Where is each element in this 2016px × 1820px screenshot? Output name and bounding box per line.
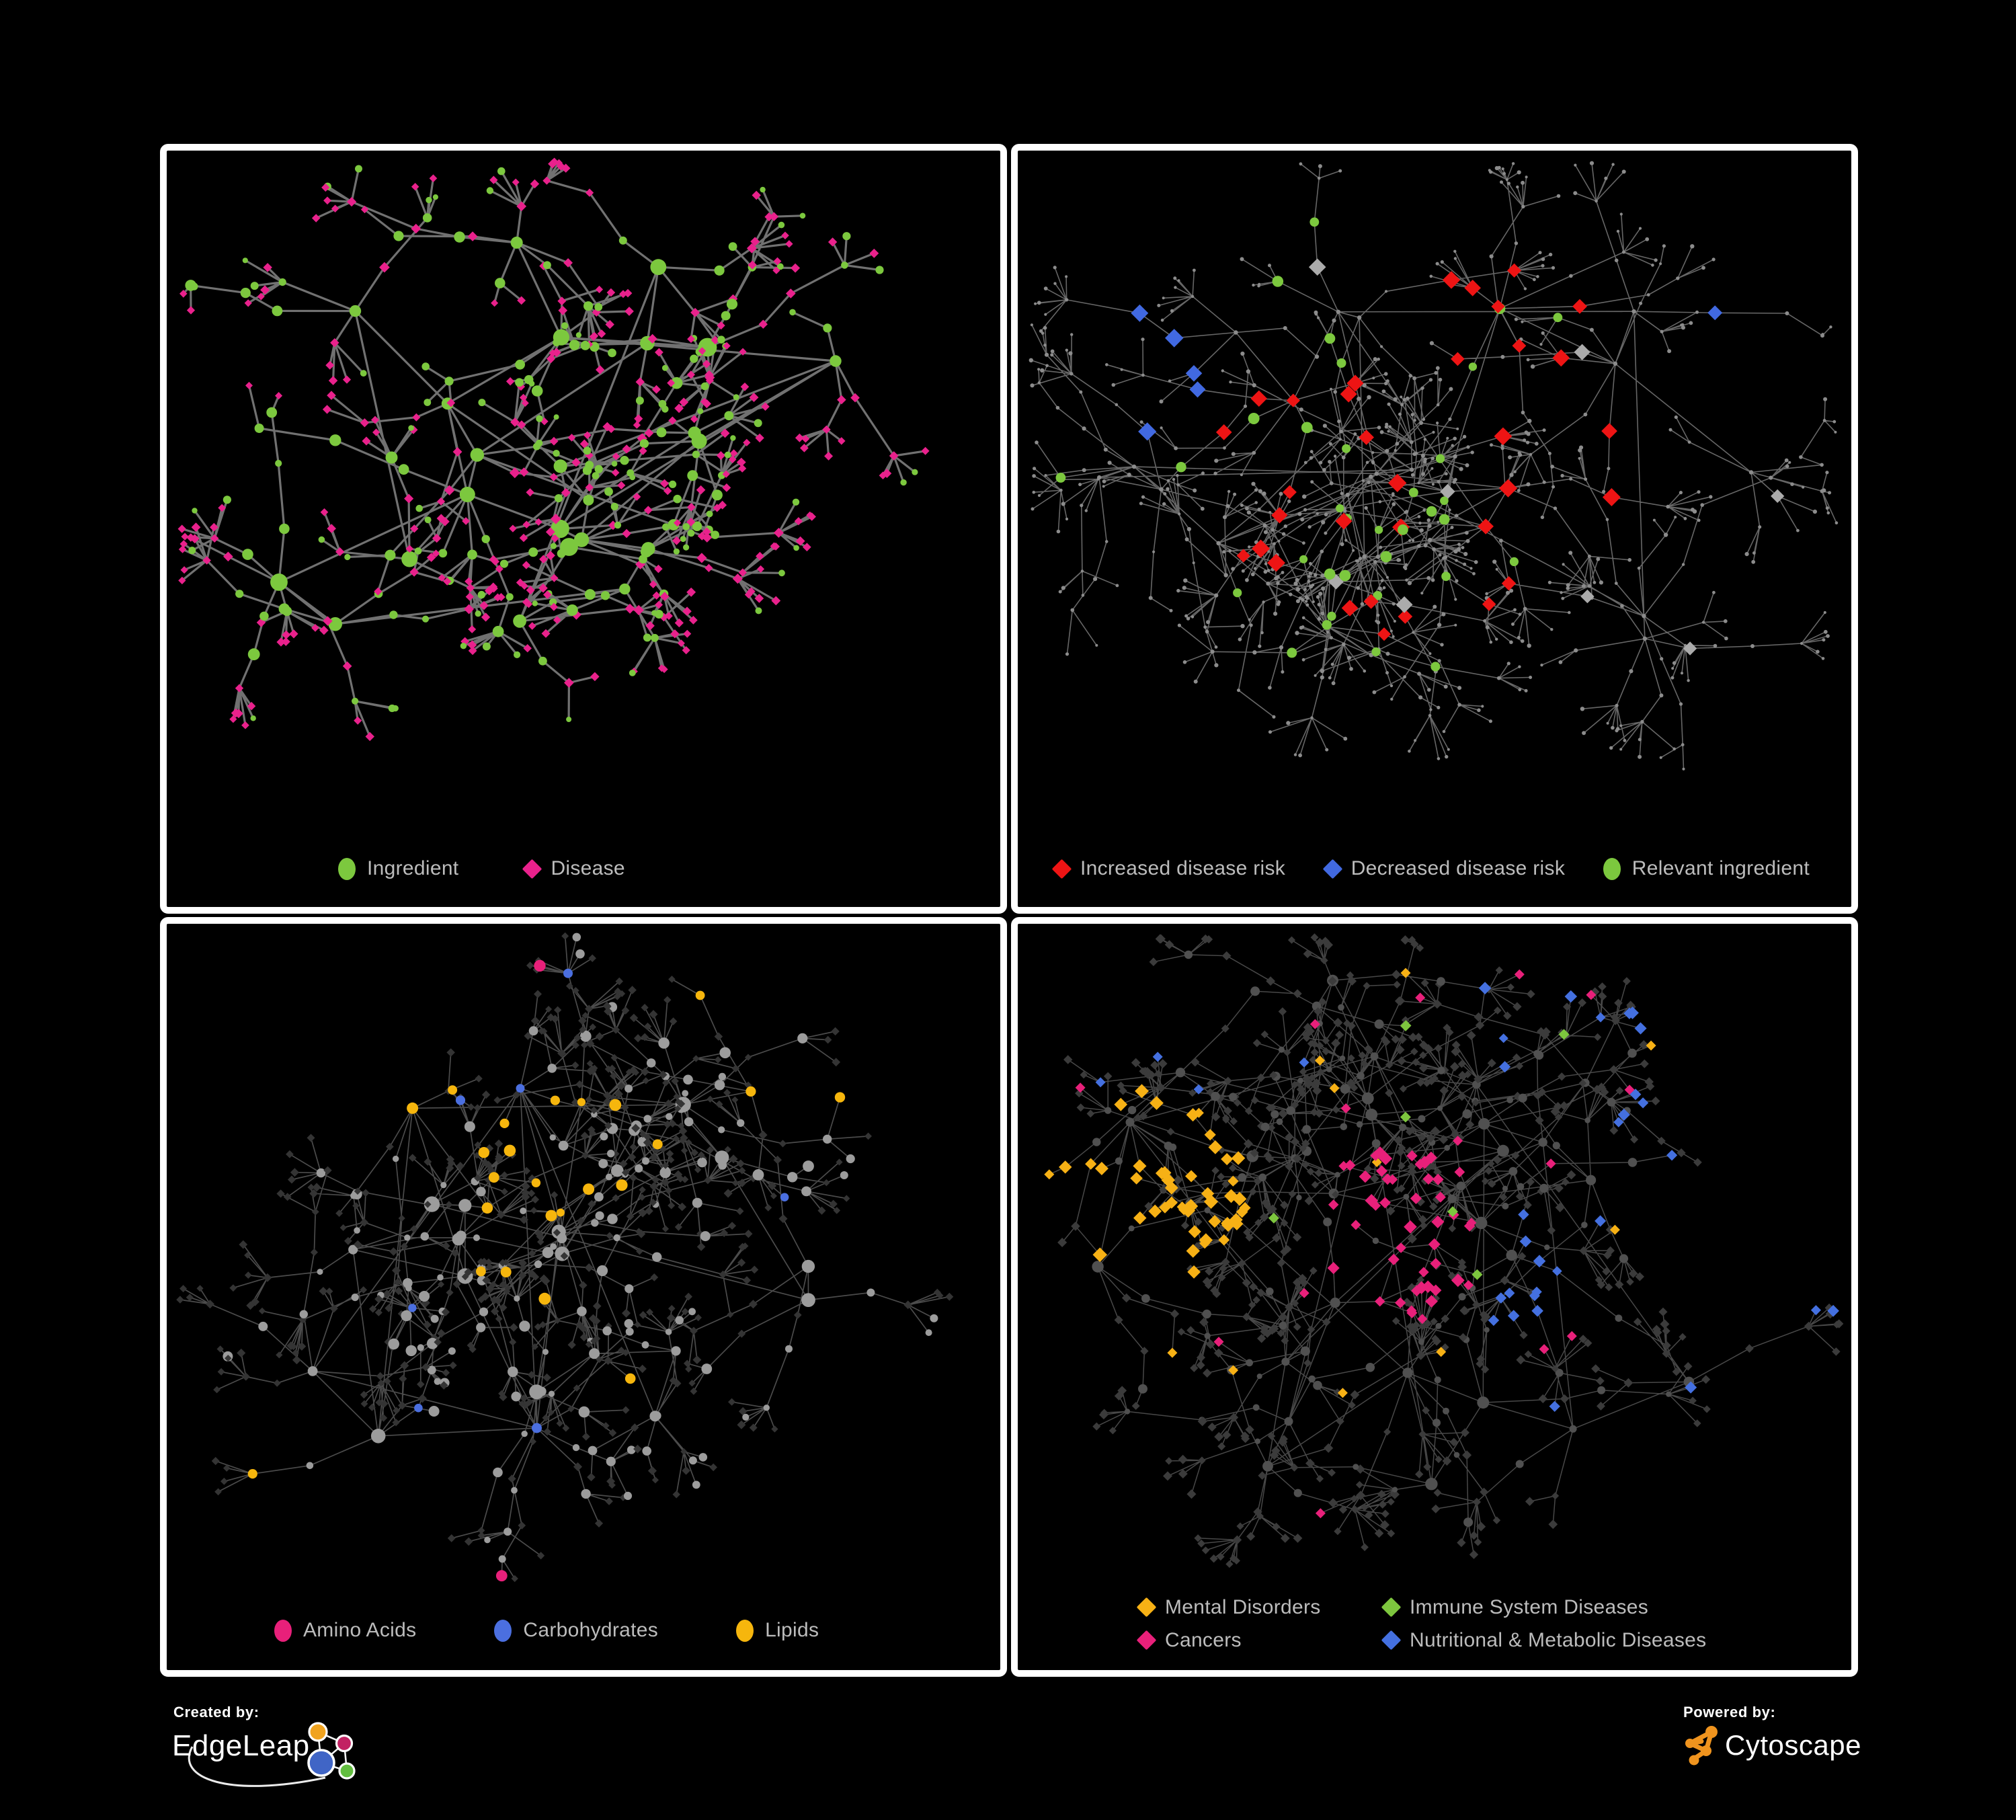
edges-layer	[1031, 163, 1837, 769]
circle-marker	[338, 857, 356, 880]
legend-macronutrients: Amino Acids Carbohydrates Lipids	[274, 1619, 819, 1642]
nodes-layer-highlight	[1044, 967, 1839, 1519]
circle-marker	[274, 1619, 292, 1642]
legend-item-cancers: Cancers	[1136, 1628, 1382, 1652]
legend-label: Lipids	[765, 1619, 819, 1641]
legend-label: Amino Acids	[303, 1619, 417, 1641]
nodes-layer-highlight	[177, 157, 930, 742]
legend-ingredient-disease: Ingredient Disease	[338, 857, 625, 880]
cytoscape-logo-icon	[1685, 1726, 1718, 1766]
diamond-marker	[1381, 1630, 1402, 1651]
network-canvas-disease-risk	[1029, 161, 1839, 770]
legend-label: Immune System Diseases	[1410, 1595, 1649, 1618]
created-by-label: Created by:	[173, 1704, 259, 1720]
panel-macronutrients: Amino Acids Carbohydrates Lipids	[160, 917, 1007, 1677]
legend-item-mental-disorders: Mental Disorders	[1136, 1595, 1382, 1619]
legend-item-disease: Disease	[522, 857, 625, 880]
legend-label: Mental Disorders	[1165, 1595, 1321, 1618]
nodes-layer-muted	[176, 932, 954, 1583]
powered-by-block: Powered by: Cytoscape	[1683, 1704, 1885, 1805]
cytoscape-wordmark: Cytoscape	[1725, 1729, 1861, 1761]
panel-disease-risk: Increased disease risk Decreased disease …	[1011, 144, 1858, 914]
legend-label: Disease	[551, 857, 625, 879]
created-by-block: Created by: EdgeLeap	[172, 1704, 414, 1805]
circle-marker	[494, 1619, 512, 1642]
legend-item-amino-acids: Amino Acids	[274, 1619, 416, 1642]
legend-item-ingredient: Ingredient	[338, 857, 458, 880]
edgeleap-wordmark: EdgeLeap	[172, 1729, 310, 1762]
footer: Created by: EdgeLeap	[0, 1694, 2016, 1809]
legend-item-relevant-ingredient: Relevant ingredient	[1603, 857, 1810, 880]
legend-label: Increased disease risk	[1080, 857, 1286, 879]
legend-label: Nutritional & Metabolic Diseases	[1410, 1628, 1707, 1651]
legend-disease-classes: Mental Disorders Cancers Immune System Dis…	[1136, 1591, 1707, 1657]
nodes-layer-muted	[1029, 161, 1839, 770]
network-canvas-macronutrients	[176, 932, 954, 1583]
edgeleap-logo-icon	[188, 1722, 356, 1787]
legend-item-increased-disease-risk: Increased disease risk	[1051, 857, 1286, 880]
network-canvas-ingredient-disease	[177, 157, 930, 742]
diamond-marker	[1381, 1597, 1402, 1618]
nodes-layer-highlight	[247, 959, 846, 1582]
legend-disease-risk: Increased disease risk Decreased disease …	[1051, 857, 1810, 880]
legend-item-decreased-disease-risk: Decreased disease risk	[1322, 857, 1566, 880]
edgeleap-logo: EdgeLeap	[172, 1722, 414, 1798]
diamond-marker	[1322, 859, 1343, 879]
diamond-marker	[1136, 1597, 1157, 1618]
legend-label: Ingredient	[367, 857, 459, 879]
diamond-marker	[522, 859, 542, 879]
edges-layer	[1049, 937, 1839, 1565]
legend-label: Decreased disease risk	[1350, 857, 1566, 879]
legend-label: Cancers	[1165, 1628, 1242, 1651]
legend-label: Carbohydrates	[523, 1619, 659, 1641]
edges-layer	[181, 161, 926, 738]
legend-item-nutritional-metabolic-diseases: Nutritional & Metabolic Diseases	[1381, 1628, 1707, 1652]
diamond-marker	[1051, 859, 1072, 879]
nodes-layer-highlight	[1055, 217, 1785, 672]
legend-item-immune-system-diseases: Immune System Diseases	[1381, 1595, 1706, 1619]
legend-label: Relevant ingredient	[1631, 857, 1810, 879]
circle-marker	[736, 1619, 754, 1642]
diamond-marker	[1136, 1630, 1157, 1651]
circle-marker	[1603, 857, 1621, 880]
powered-by-label: Powered by:	[1683, 1704, 1776, 1720]
network-canvas-disease-classes	[1044, 933, 1844, 1568]
panel-ingredient-disease: Ingredient Disease	[160, 144, 1007, 914]
panel-disease-classes: Mental Disorders Cancers Immune System Dis…	[1011, 917, 1858, 1677]
legend-item-lipids: Lipids	[736, 1619, 819, 1642]
legend-item-carbohydrates: Carbohydrates	[494, 1619, 658, 1642]
